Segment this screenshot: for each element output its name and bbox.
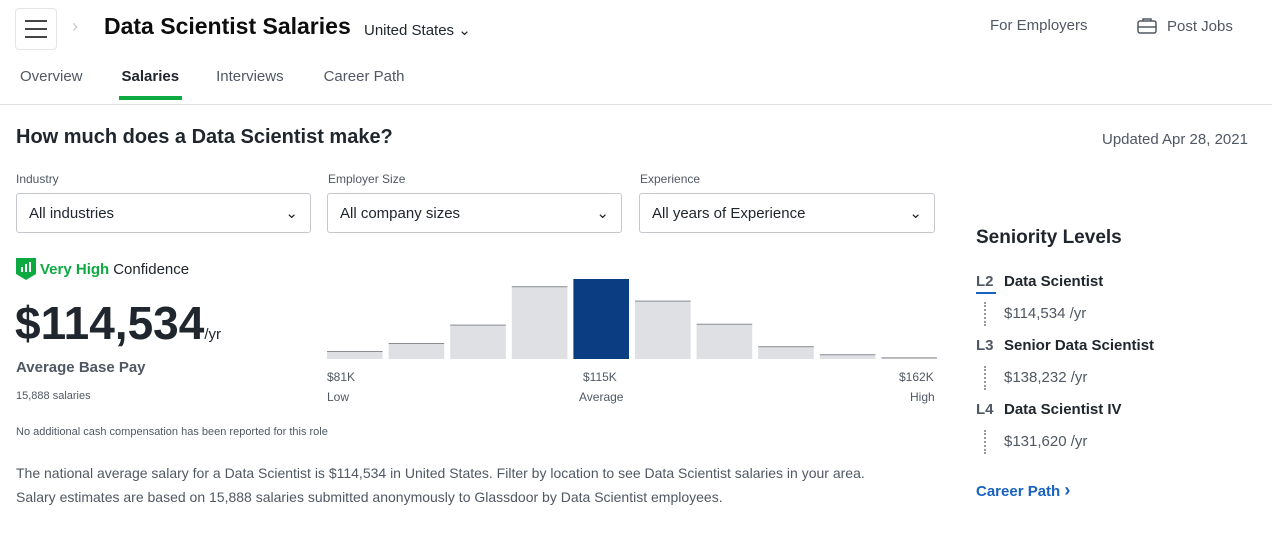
tab-salaries[interactable]: Salaries bbox=[118, 68, 182, 100]
location-selector[interactable]: United States ⌄ bbox=[364, 22, 471, 39]
menu-button[interactable] bbox=[15, 8, 57, 50]
cash-compensation-note: No additional cash compensation has been… bbox=[16, 426, 328, 438]
post-jobs-link[interactable]: Post Jobs bbox=[1137, 17, 1233, 35]
industry-label: Industry bbox=[16, 172, 59, 186]
chevron-down-icon: ⌄ bbox=[596, 205, 609, 222]
employer-size-label: Employer Size bbox=[328, 172, 406, 186]
level-connector bbox=[984, 430, 986, 454]
level-item[interactable]: L4 Data Scientist IV bbox=[976, 401, 1122, 418]
shield-chart-icon bbox=[16, 258, 36, 280]
salary-histogram bbox=[327, 279, 937, 359]
updated-date: Updated Apr 28, 2021 bbox=[1102, 131, 1248, 148]
tab-overview[interactable]: Overview bbox=[20, 68, 83, 85]
histogram-bar bbox=[635, 300, 691, 359]
histogram-bar bbox=[450, 324, 506, 359]
chevron-down-icon: ⌄ bbox=[909, 205, 922, 222]
experience-label: Experience bbox=[640, 172, 701, 186]
histogram-bar bbox=[696, 323, 753, 359]
seniority-title: Seniority Levels bbox=[976, 227, 1122, 248]
employer-size-select[interactable]: All company sizes ⌄ bbox=[327, 193, 622, 233]
salary-description: The national average salary for a Data S… bbox=[16, 465, 865, 505]
tick-average-label: Average bbox=[579, 390, 624, 404]
confidence-badge: Very High Confidence bbox=[16, 258, 189, 280]
salary-count: 15,888 salaries bbox=[16, 390, 91, 402]
histogram-bar bbox=[388, 343, 445, 359]
tick-high-label: High bbox=[910, 390, 935, 404]
tab-bar: Overview Salaries Interviews Career Path bbox=[0, 68, 404, 100]
level-item[interactable]: L3 Senior Data Scientist bbox=[976, 337, 1155, 354]
tab-interviews[interactable]: Interviews bbox=[216, 68, 284, 85]
histogram-bar bbox=[511, 286, 568, 359]
average-base-pay-label: Average Base Pay bbox=[16, 359, 146, 376]
career-path-link[interactable]: Career Path › bbox=[976, 480, 1071, 500]
briefcase-icon bbox=[1137, 18, 1157, 34]
industry-select[interactable]: All industries ⌄ bbox=[16, 193, 311, 233]
tick-low-label: Low bbox=[327, 390, 350, 404]
level-pay: $131,620 /yr bbox=[1004, 433, 1088, 450]
chevron-down-icon: ⌄ bbox=[458, 22, 471, 39]
tick-low-value: $81K bbox=[327, 370, 356, 384]
chevron-right-icon: › bbox=[1064, 480, 1071, 500]
level-connector bbox=[984, 302, 986, 326]
histogram-bar bbox=[758, 346, 814, 359]
histogram-bar bbox=[819, 354, 876, 359]
tick-average-value: $115K bbox=[583, 370, 617, 384]
chevron-down-icon: ⌄ bbox=[285, 205, 298, 222]
average-salary: $114,534/yr bbox=[15, 297, 221, 349]
tab-career-path[interactable]: Career Path bbox=[323, 68, 405, 85]
histogram-bar bbox=[327, 351, 383, 359]
level-pay: $138,232 /yr bbox=[1004, 369, 1088, 386]
tick-high-value: $162K bbox=[899, 370, 934, 384]
level-item[interactable]: L2 Data Scientist bbox=[976, 273, 1103, 294]
level-pay: $114,534 /yr bbox=[1004, 305, 1087, 322]
experience-select[interactable]: All years of Experience ⌄ bbox=[639, 193, 935, 233]
section-heading: How much does a Data Scientist make? bbox=[16, 126, 393, 148]
histogram-bar-average bbox=[573, 279, 629, 359]
divider bbox=[0, 104, 1272, 105]
for-employers-link[interactable]: For Employers bbox=[990, 17, 1088, 34]
chevron-right-icon: › bbox=[72, 16, 78, 36]
level-connector bbox=[984, 366, 986, 390]
page-title: Data Scientist Salaries bbox=[104, 13, 351, 39]
